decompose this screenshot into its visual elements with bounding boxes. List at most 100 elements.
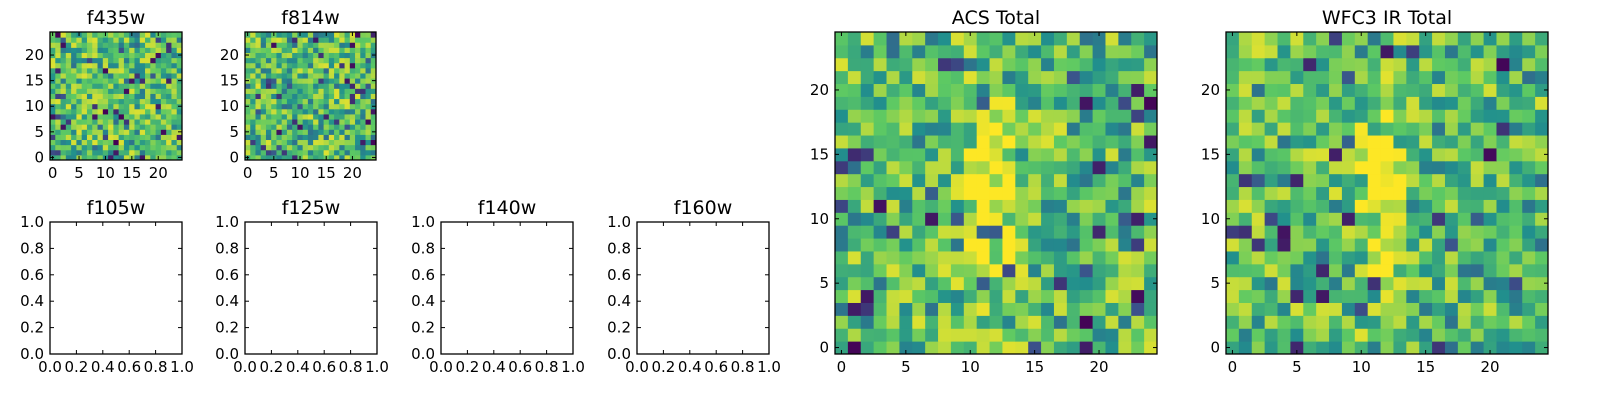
heatmap-cell: [847, 328, 862, 342]
heatmap-cell: [286, 72, 293, 79]
heatmap-cell: [1367, 315, 1382, 329]
heatmap-cell: [349, 62, 356, 69]
heatmap-cell: [334, 113, 340, 120]
heatmap-cell: [1470, 289, 1485, 303]
heatmap-cell: [1341, 32, 1356, 46]
x-tick-label: 20: [149, 164, 168, 182]
heatmap-cell: [134, 88, 141, 94]
heatmap-cell: [1053, 70, 1068, 85]
heatmap-cell: [145, 103, 151, 110]
heatmap-cell: [1367, 276, 1382, 291]
heatmap-cell: [1092, 341, 1106, 355]
x-tick-label: 0.8: [144, 358, 168, 376]
heatmap-cell: [1277, 263, 1291, 278]
heatmap-cell: [1238, 57, 1253, 72]
heatmap-cell: [1251, 315, 1266, 329]
heatmap-cell: [349, 57, 356, 64]
heatmap-cell: [1264, 289, 1279, 303]
heatmap-cell: [1354, 173, 1369, 188]
heatmap-cell: [1238, 328, 1253, 342]
heatmap-cell: [160, 47, 167, 53]
heatmap-cell: [260, 119, 267, 125]
heatmap-cell: [302, 67, 309, 74]
heatmap-cell: [963, 250, 978, 265]
heatmap-cell: [1290, 341, 1304, 355]
heatmap-cell: [302, 129, 309, 135]
heatmap-cell: [60, 139, 67, 146]
heatmap-cell: [1238, 289, 1253, 303]
heatmap-cell: [108, 139, 114, 146]
heatmap-cell: [297, 103, 304, 110]
heatmap-cell: [1041, 263, 1055, 278]
heatmap-cell: [1277, 250, 1291, 265]
heatmap-cell: [318, 98, 325, 105]
heatmap-cell: [1277, 302, 1291, 316]
heatmap-cell: [323, 119, 330, 125]
heatmap-cell: [976, 57, 991, 72]
heatmap-cell: [1002, 186, 1016, 200]
heatmap-cell: [1053, 186, 1068, 200]
heatmap-cell: [76, 62, 83, 69]
heatmap-cell: [1066, 173, 1081, 188]
heatmap-cell: [160, 119, 167, 125]
heatmap-cell: [976, 315, 991, 329]
heatmap-cell: [1290, 173, 1304, 188]
heatmap-cell: [123, 124, 130, 130]
heatmap-cell: [365, 139, 372, 146]
heatmap-cell: [1303, 276, 1317, 291]
y-tick-label: 15: [220, 72, 239, 90]
heatmap-cell: [1393, 302, 1407, 316]
heatmap-cell: [260, 67, 267, 74]
heatmap-cell: [1002, 173, 1016, 188]
y-tick-label: 0.0: [411, 345, 435, 363]
heatmap-cell: [150, 119, 157, 125]
heatmap-cell: [1380, 263, 1394, 278]
heatmap-cell: [86, 113, 93, 120]
heatmap-cell: [976, 276, 991, 291]
heatmap-cell: [860, 96, 875, 110]
heatmap-cell: [1380, 160, 1394, 175]
heatmap-cell: [71, 129, 77, 135]
heatmap-cell: [976, 147, 991, 162]
heatmap-cell: [171, 139, 178, 146]
heatmap-cell: [989, 147, 1003, 162]
heatmap-cell: [276, 98, 283, 105]
heatmap-cell: [1367, 173, 1382, 188]
heatmap-cell: [86, 93, 93, 100]
heatmap-cell: [1496, 83, 1510, 97]
heatmap-cell: [1432, 328, 1446, 342]
heatmap-cell: [1457, 341, 1472, 355]
heatmap-cell: [835, 122, 849, 136]
heatmap-cell: [76, 98, 83, 105]
heatmap-cell: [1496, 96, 1510, 110]
heatmap-cell: [260, 37, 267, 43]
heatmap-cell: [1238, 96, 1253, 110]
heatmap-cell: [950, 44, 965, 59]
heatmap-cell: [92, 124, 99, 130]
heatmap-cell: [1290, 135, 1304, 149]
heatmap-cell: [1341, 173, 1356, 188]
heatmap-cell: [97, 57, 104, 64]
y-tick-label: 10: [220, 97, 239, 115]
heatmap-cell: [1393, 160, 1407, 175]
heatmap-cell: [260, 52, 267, 59]
heatmap-cell: [118, 129, 125, 135]
heatmap-cell: [365, 134, 372, 141]
heatmap-cell: [255, 113, 262, 120]
heatmap-cell: [81, 57, 88, 64]
heatmap-cell: [339, 98, 346, 105]
heatmap-cell: [1380, 70, 1394, 85]
heatmap-cell: [302, 108, 309, 115]
heatmap-cell: [938, 173, 952, 188]
heatmap-cell: [1509, 70, 1523, 85]
heatmap-cell: [1277, 315, 1291, 329]
heatmap-cell: [1118, 315, 1132, 329]
heatmap-cell: [1041, 96, 1055, 110]
heatmap-cell: [286, 108, 293, 115]
heatmap-cell: [963, 109, 978, 123]
heatmap-cell: [113, 119, 120, 125]
heatmap-cell: [150, 98, 157, 105]
heatmap-cell: [1118, 160, 1132, 175]
heatmap-cell: [1015, 147, 1029, 162]
heatmap-cell: [155, 83, 162, 89]
